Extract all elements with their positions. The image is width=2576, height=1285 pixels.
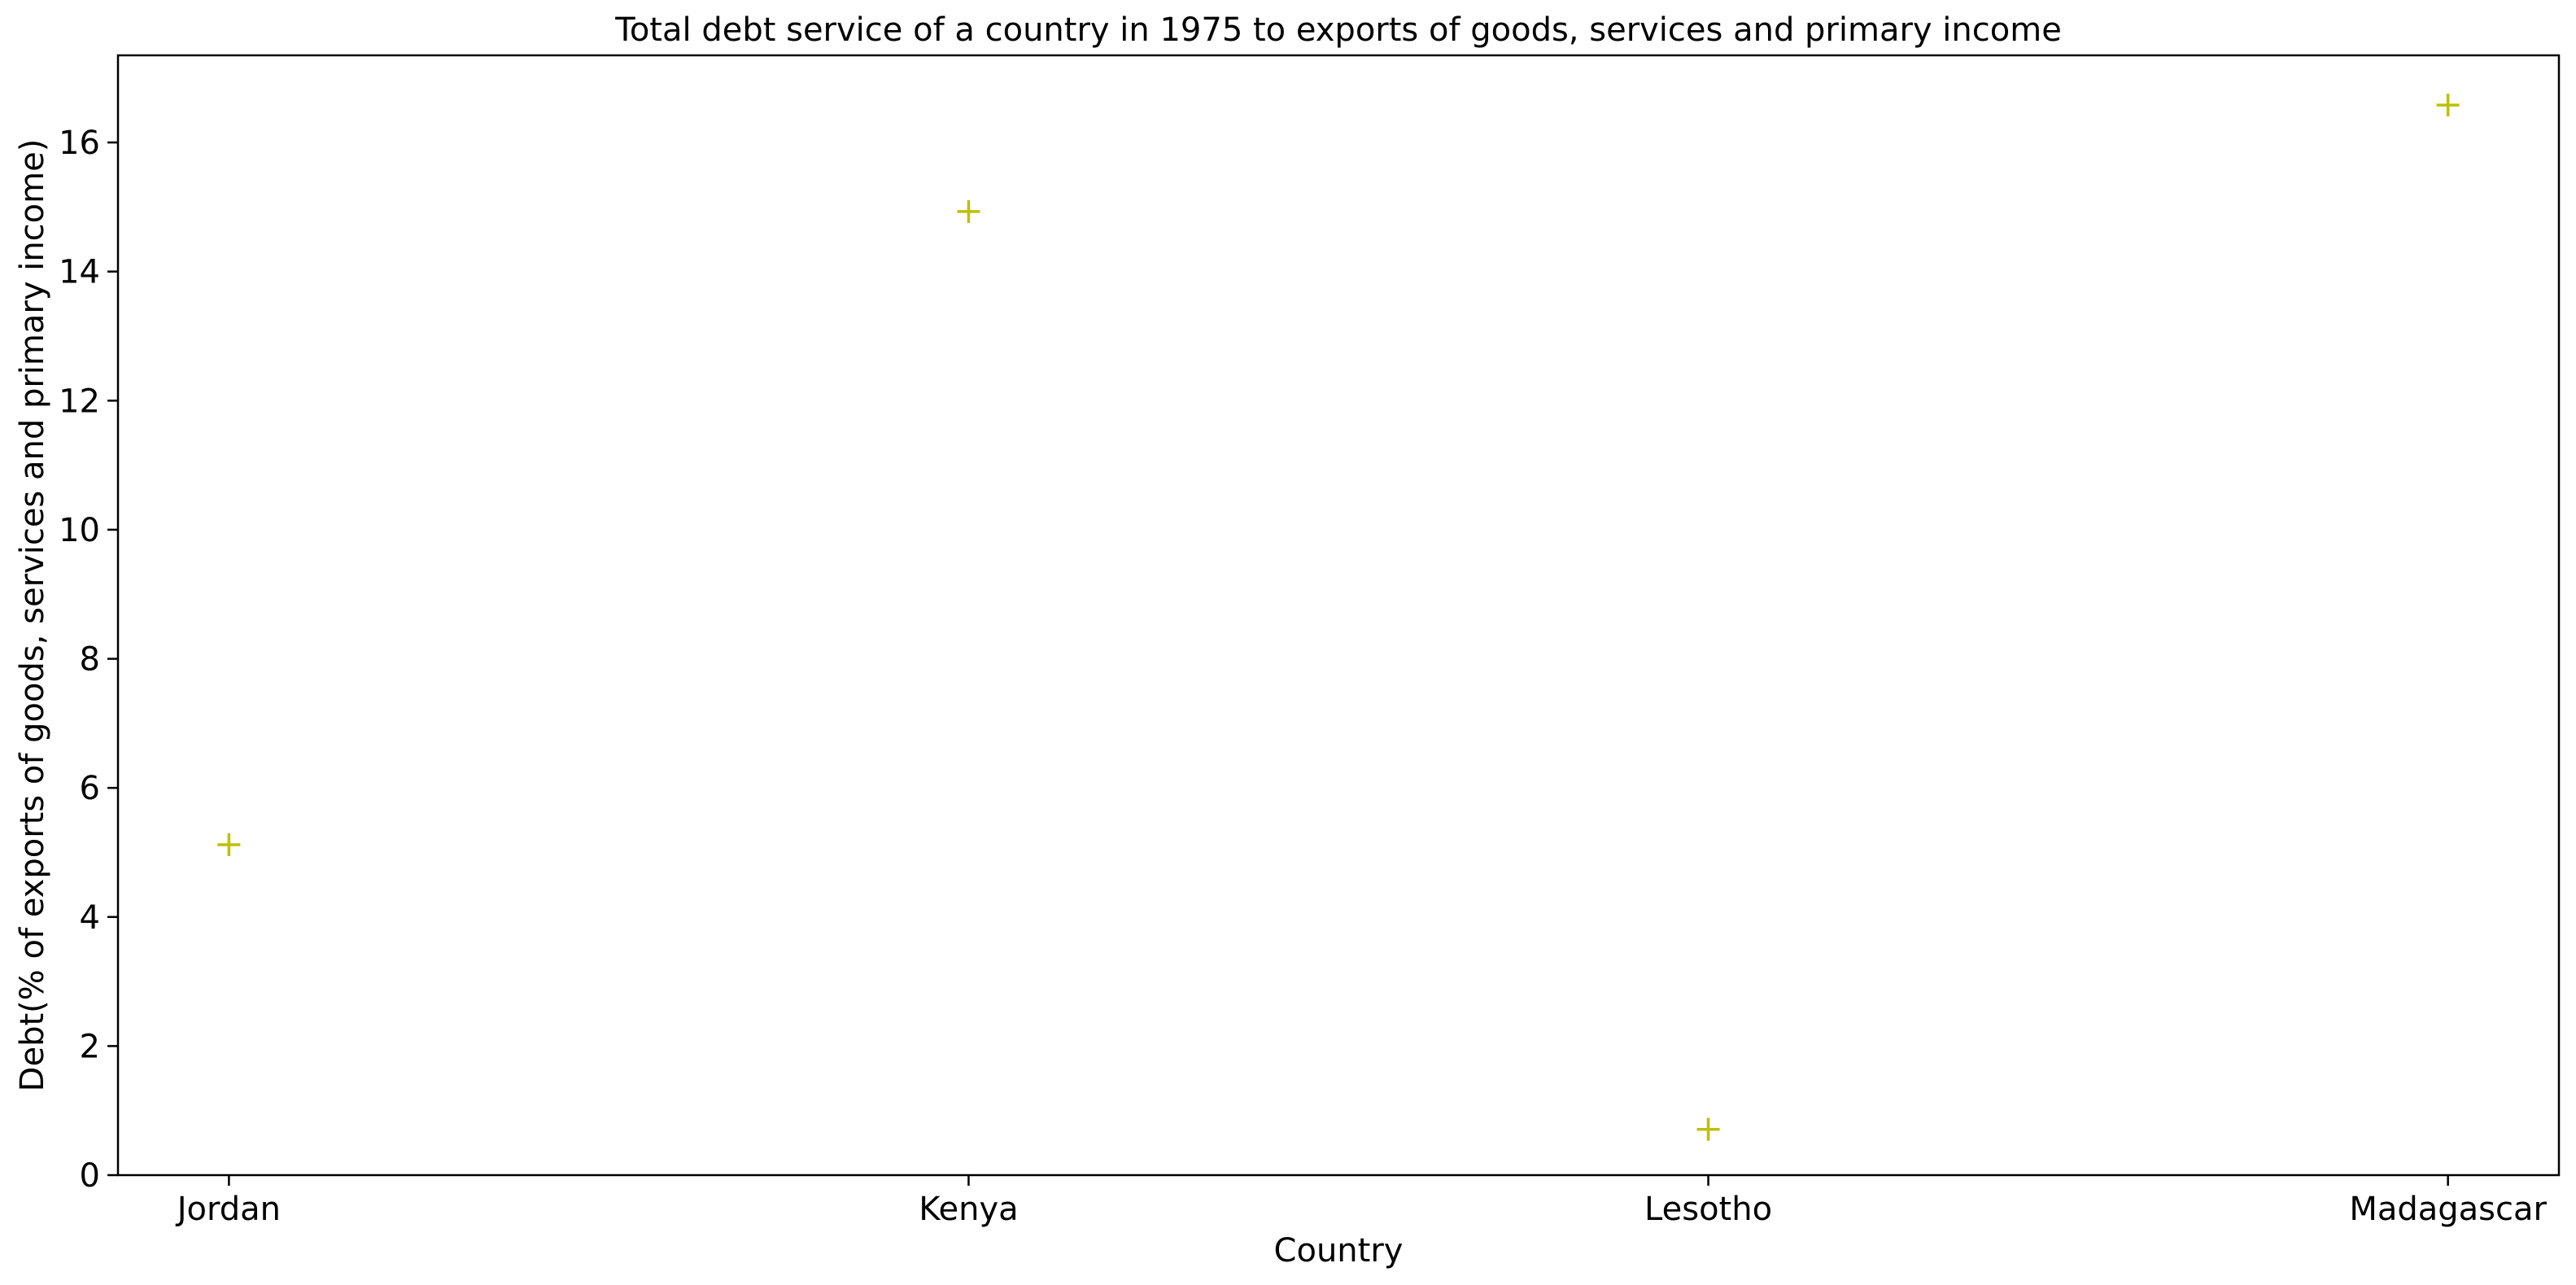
chart-title: Total debt service of a country in 1975 … [614,11,2062,49]
y-axis-label: Debt(% of exports of goods, services and… [14,139,51,1092]
x-tick-label: Jordan [175,1191,281,1228]
x-tick-label: Lesotho [1644,1191,1772,1228]
x-tick-label: Kenya [919,1191,1018,1228]
y-tick-label: 12 [59,382,100,420]
y-tick-label: 6 [80,770,100,807]
y-tick-label: 8 [80,641,100,679]
data-point-madagascar [2436,94,2460,117]
data-points [217,94,2460,1141]
y-tick-label: 16 [59,125,100,162]
y-tick-label: 0 [80,1157,100,1195]
x-axis-ticks: Jordan Kenya Lesotho Madagascar [175,1175,2547,1228]
y-tick-label: 10 [59,512,100,549]
y-tick-label: 14 [59,254,100,291]
x-tick-label: Madagascar [2349,1191,2547,1228]
x-axis-label: Country [1274,1232,1404,1270]
data-point-lesotho [1696,1117,1720,1141]
y-axis-ticks: 0 2 4 6 8 10 12 14 16 [59,125,118,1195]
y-tick-label: 2 [80,1028,100,1065]
y-tick-label: 4 [80,899,100,937]
data-point-jordan [217,833,241,856]
plot-area-frame [116,54,2561,1177]
data-point-kenya [957,199,980,223]
